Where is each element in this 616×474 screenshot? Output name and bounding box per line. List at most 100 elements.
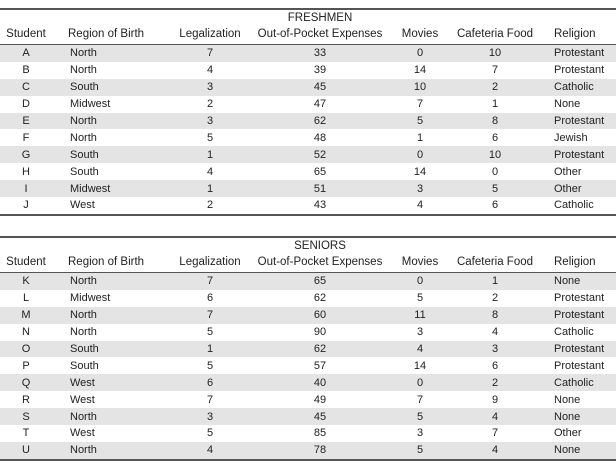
- cell-legalization: 5: [170, 425, 250, 442]
- cell-legalization: 5: [170, 357, 250, 375]
- cell-region: North: [52, 306, 170, 324]
- cell-expenses: 85: [250, 425, 390, 442]
- cell-religion: None: [540, 391, 616, 409]
- cell-movies: 0: [390, 272, 450, 290]
- freshmen-table: FRESHMEN Student Region of Birth Legaliz…: [0, 8, 616, 216]
- cell-religion: Catholic: [540, 374, 616, 392]
- cell-religion: None: [540, 95, 616, 113]
- cell-expenses: 48: [250, 129, 390, 147]
- cell-movies: 0: [390, 374, 450, 392]
- cell-expenses: 40: [250, 374, 390, 392]
- cell-food: 2: [450, 374, 540, 392]
- cell-student: Q: [0, 374, 52, 392]
- cell-expenses: 49: [250, 391, 390, 409]
- cell-legalization: 7: [170, 306, 250, 324]
- cell-movies: 5: [390, 408, 450, 426]
- cell-food: 8: [450, 306, 540, 324]
- header-food: Cafeteria Food: [450, 24, 540, 45]
- cell-expenses: 45: [250, 408, 390, 426]
- cell-legalization: 3: [170, 78, 250, 96]
- cell-expenses: 52: [250, 146, 390, 164]
- table-row: P South 5 57 14 6 Protestant: [0, 357, 616, 375]
- header-religion: Religion: [540, 252, 616, 273]
- header-region: Region of Birth: [52, 252, 170, 273]
- cell-food: 10: [450, 146, 540, 164]
- seniors-title-row: SENIORS: [0, 237, 616, 252]
- cell-student: C: [0, 78, 52, 96]
- cell-food: 7: [450, 61, 540, 79]
- cell-legalization: 3: [170, 112, 250, 130]
- cell-food: 0: [450, 163, 540, 181]
- cell-food: 4: [450, 408, 540, 426]
- cell-legalization: 2: [170, 95, 250, 113]
- cell-religion: Protestant: [540, 340, 616, 358]
- cell-food: 2: [450, 289, 540, 307]
- cell-legalization: 6: [170, 374, 250, 392]
- seniors-header-row: Student Region of Birth Legalization Out…: [0, 252, 616, 273]
- cell-region: Midwest: [52, 289, 170, 307]
- cell-religion: Catholic: [540, 323, 616, 341]
- cell-student: T: [0, 425, 52, 442]
- header-movies: Movies: [390, 252, 450, 273]
- cell-movies: 10: [390, 78, 450, 96]
- cell-food: 4: [450, 323, 540, 341]
- cell-expenses: 60: [250, 306, 390, 324]
- cell-food: 6: [450, 357, 540, 375]
- cell-expenses: 62: [250, 112, 390, 130]
- cell-student: E: [0, 112, 52, 130]
- table-row: U North 4 78 5 4 None: [0, 441, 616, 460]
- cell-expenses: 62: [250, 289, 390, 307]
- table-row: E North 3 62 5 8 Protestant: [0, 112, 616, 130]
- cell-religion: Jewish: [540, 129, 616, 147]
- cell-religion: None: [540, 441, 616, 460]
- cell-region: West: [52, 197, 170, 215]
- header-religion: Religion: [540, 24, 616, 45]
- cell-region: South: [52, 357, 170, 375]
- cell-student: D: [0, 95, 52, 113]
- freshmen-title: FRESHMEN: [287, 12, 353, 24]
- cell-movies: 7: [390, 95, 450, 113]
- cell-religion: Catholic: [540, 197, 616, 215]
- cell-legalization: 4: [170, 441, 250, 460]
- cell-student: A: [0, 44, 52, 62]
- table-row: L Midwest 6 62 5 2 Protestant: [0, 289, 616, 307]
- cell-movies: 5: [390, 289, 450, 307]
- cell-movies: 1: [390, 129, 450, 147]
- cell-movies: 3: [390, 323, 450, 341]
- cell-religion: None: [540, 272, 616, 290]
- header-expenses: Out-of-Pocket Expenses: [250, 252, 390, 273]
- cell-movies: 0: [390, 44, 450, 62]
- table-row: H South 4 65 14 0 Other: [0, 163, 616, 181]
- cell-student: F: [0, 129, 52, 147]
- cell-expenses: 90: [250, 323, 390, 341]
- cell-religion: Protestant: [540, 357, 616, 375]
- cell-food: 10: [450, 44, 540, 62]
- cell-expenses: 51: [250, 180, 390, 198]
- cell-religion: Other: [540, 425, 616, 442]
- table-row: S North 3 45 5 4 None: [0, 408, 616, 426]
- cell-religion: Protestant: [540, 146, 616, 164]
- cell-expenses: 33: [250, 44, 390, 62]
- cell-region: North: [52, 44, 170, 62]
- cell-religion: Catholic: [540, 78, 616, 96]
- table-row: A North 7 33 0 10 Protestant: [0, 44, 616, 62]
- cell-student: R: [0, 391, 52, 409]
- cell-student: L: [0, 289, 52, 307]
- table-row: N North 5 90 3 4 Catholic: [0, 323, 616, 341]
- cell-region: South: [52, 146, 170, 164]
- header-legalization: Legalization: [170, 252, 250, 273]
- cell-region: Midwest: [52, 95, 170, 113]
- cell-food: 2: [450, 78, 540, 96]
- cell-movies: 5: [390, 441, 450, 460]
- cell-food: 3: [450, 340, 540, 358]
- cell-student: O: [0, 340, 52, 358]
- cell-expenses: 62: [250, 340, 390, 358]
- table-row: O South 1 62 4 3 Protestant: [0, 340, 616, 358]
- cell-legalization: 1: [170, 146, 250, 164]
- seniors-title: SENIORS: [294, 240, 346, 252]
- cell-movies: 11: [390, 306, 450, 324]
- cell-region: North: [52, 272, 170, 290]
- header-legalization: Legalization: [170, 24, 250, 45]
- table-row: B North 4 39 14 7 Protestant: [0, 61, 616, 79]
- cell-movies: 0: [390, 146, 450, 164]
